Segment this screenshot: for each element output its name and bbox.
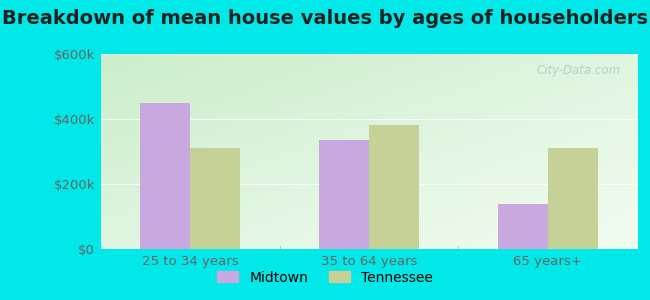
Bar xyxy=(369,125,419,249)
Bar xyxy=(547,148,598,249)
Legend: Midtown, Tennessee: Midtown, Tennessee xyxy=(212,265,438,290)
Bar xyxy=(140,103,190,249)
Bar xyxy=(497,203,547,249)
Text: Breakdown of mean house values by ages of householders: Breakdown of mean house values by ages o… xyxy=(2,9,648,28)
Bar xyxy=(318,140,369,249)
Text: City-Data.com: City-Data.com xyxy=(537,64,621,77)
Bar xyxy=(190,148,240,249)
